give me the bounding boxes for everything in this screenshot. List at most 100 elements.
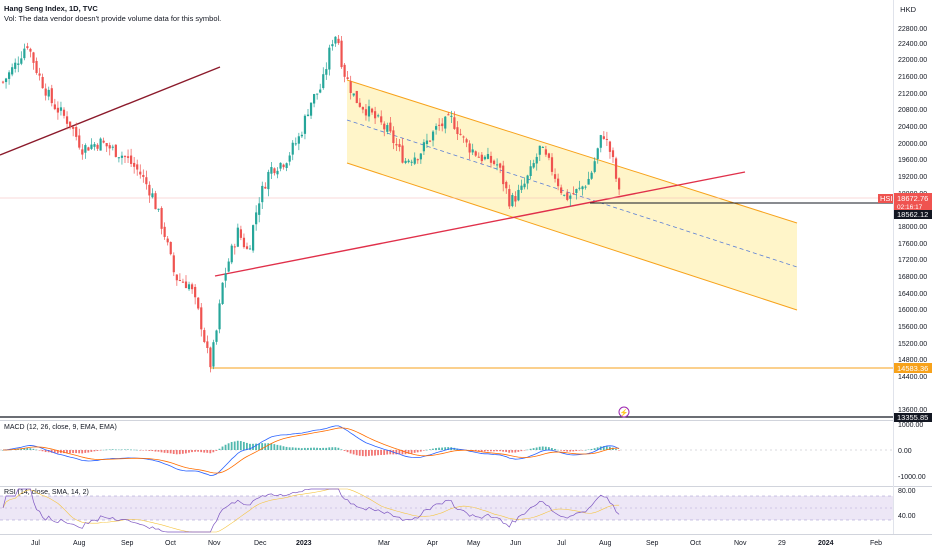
candle-up [187, 284, 191, 290]
time-tick: May [467, 540, 481, 547]
event-marker-icon[interactable] [618, 406, 630, 418]
macd-histogram-bar [319, 448, 321, 450]
price-tick: 18000.00 [898, 224, 927, 231]
candle-down [392, 130, 395, 144]
macd-histogram-bar [78, 450, 81, 454]
macd-histogram-bar [307, 447, 309, 450]
macd-histogram-bar [72, 450, 74, 454]
candle-down [108, 145, 111, 149]
macd-histogram-bar [175, 450, 178, 455]
macd-histogram-bar [2, 450, 4, 451]
time-tick: Sep [646, 540, 659, 547]
price-tick: 19200.00 [898, 174, 927, 181]
candle-down [441, 123, 444, 127]
candle-up [221, 282, 224, 304]
candle-up [59, 107, 63, 111]
macd-histogram-bar [538, 446, 541, 450]
macd-histogram-bar [267, 443, 270, 450]
candle-up [596, 148, 599, 160]
candle-up [313, 94, 316, 104]
macd-histogram-bar [163, 450, 166, 453]
candle-up [303, 115, 307, 134]
candle-down [614, 158, 618, 179]
candle-down [398, 144, 401, 147]
macd-histogram-bar [422, 450, 425, 451]
macd-histogram-bar [419, 450, 422, 452]
candle-up [410, 161, 413, 163]
macd-histogram-bar [438, 447, 440, 450]
dark-trend-line[interactable] [0, 66, 221, 156]
time-axis[interactable]: Jul Aug Sep Oct Nov Dec 2023 Mar Apr May… [31, 540, 882, 547]
candle-down [477, 156, 480, 158]
macd-axis[interactable]: 1000.00 0.00 -1000.00 [898, 422, 926, 481]
time-tick: Apr [427, 540, 439, 547]
candle-down [611, 150, 615, 158]
candle-down [1, 81, 5, 83]
macd-histogram-bar [374, 450, 376, 456]
macd-histogram-bar [249, 443, 251, 450]
macd-histogram-bar [371, 450, 373, 456]
candle-up [294, 143, 297, 145]
candle-up [523, 183, 526, 188]
candle-up [444, 116, 447, 129]
macd-histogram-bar [230, 441, 233, 450]
macd-histogram-bar [352, 450, 355, 455]
candle-down [81, 149, 84, 155]
time-tick: Oct [165, 540, 176, 547]
price-axis[interactable]: 22800.00 22400.00 22000.00 21600.00 2120… [898, 26, 927, 414]
macd-histogram-bar [602, 446, 605, 450]
candle-up [367, 106, 371, 117]
candle-down [282, 164, 285, 168]
candle-down [53, 104, 56, 110]
candle-down [50, 88, 53, 104]
channel-upper-line[interactable] [346, 79, 798, 224]
level-18562-tag[interactable]: 18562.12 [894, 210, 932, 219]
macd-label: MACD (12, 26, close, 9, EMA, EMA) [4, 424, 117, 431]
rsi-axis[interactable]: 80.00 40.00 [898, 488, 916, 520]
candle-down [200, 307, 203, 330]
macd-histogram-bar [615, 449, 617, 450]
channel-mid-line[interactable] [346, 119, 798, 268]
time-tick: Aug [73, 540, 86, 547]
candle-up [581, 186, 584, 190]
candle-down [502, 165, 505, 185]
time-tick: Mar [378, 540, 391, 547]
candle-down [508, 189, 511, 207]
candle-up [532, 163, 535, 168]
rsi-pane [2, 488, 620, 533]
macd-histogram-bar [194, 450, 196, 452]
candle-down [69, 121, 72, 127]
macd-histogram-bar [239, 441, 242, 450]
macd-histogram-bar [255, 443, 257, 450]
candle-down [401, 145, 404, 163]
hsi-price-tag[interactable]: HSI 18672.76 02:16:17 [878, 193, 932, 211]
channel-lower-line[interactable] [346, 162, 798, 311]
currency-label: HKD [900, 5, 916, 14]
macd-histogram-bar [105, 449, 108, 451]
red-trend-line[interactable] [214, 171, 746, 277]
macd-histogram-bar [569, 450, 572, 452]
candle-up [593, 161, 596, 172]
candle-up [252, 225, 255, 251]
macd-histogram-bar [444, 447, 447, 450]
candle-down [242, 237, 246, 248]
macd-histogram-bar [526, 449, 529, 451]
macd-histogram-bar [496, 450, 498, 452]
candle-down [395, 144, 398, 146]
candle-down [355, 90, 358, 104]
macd-histogram-bar [242, 441, 245, 450]
level-14583-tag[interactable]: 14583.36 [894, 363, 932, 373]
macd-histogram-bar [212, 450, 215, 453]
macd-histogram-bar [511, 450, 514, 453]
macd-histogram-bar [361, 450, 364, 457]
level-13355-tag[interactable]: 13355.85 [894, 413, 932, 422]
level-18562-value: 18562.12 [897, 210, 928, 219]
macd-histogram-bar [90, 450, 93, 452]
candle-down [343, 64, 346, 77]
macd-histogram-bar [364, 450, 367, 457]
macd-histogram-bar [20, 448, 23, 450]
level-14583-value: 14583.36 [897, 364, 928, 373]
candle-down [203, 330, 206, 342]
time-tick: Aug [599, 540, 612, 547]
